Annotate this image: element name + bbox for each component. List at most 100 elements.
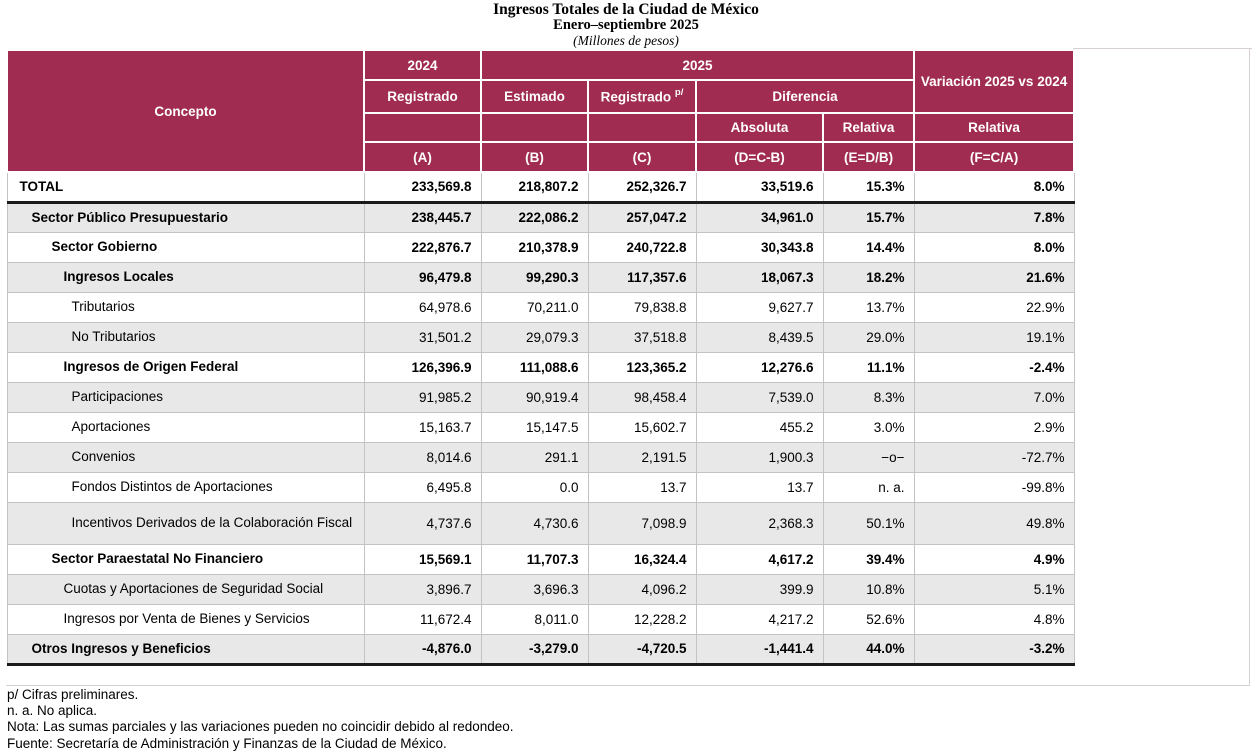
cell-a: 126,396.9: [363, 351, 482, 383]
cell-e: 15.3%: [822, 171, 915, 204]
cell-c: 37,518.8: [587, 321, 697, 353]
cell-c: 16,324.4: [587, 543, 697, 575]
table-row: Sector Paraestatal No Financiero 15,569.1…: [6, 543, 1075, 575]
cell-a: 238,445.7: [363, 201, 482, 233]
header-registrado-2025: Registrado p/: [587, 79, 697, 114]
cell-f: 4.8%: [913, 603, 1075, 635]
table-row: Sector Gobierno 222,876.7 210,378.9 240,722…: [6, 231, 1075, 263]
cell-e: n. a.: [822, 471, 915, 503]
cell-b: 8,011.0: [480, 603, 589, 635]
header-blank-b: [480, 112, 589, 143]
table-row: Ingresos de Origen Federal 126,396.9 111,0…: [6, 351, 1075, 383]
row-concepto: Ingresos por Venta de Bienes y Servicios: [6, 603, 365, 635]
header-col-a: (A): [363, 141, 482, 173]
header-estimado: Estimado: [480, 79, 589, 114]
cell-f: 19.1%: [913, 321, 1075, 353]
header-col-b: (B): [480, 141, 589, 173]
cell-c: 15,602.7: [587, 411, 697, 443]
cell-f: 2.9%: [913, 411, 1075, 443]
table-row: Sector Público Presupuestario 238,445.7 22…: [6, 201, 1075, 233]
row-concepto: Convenios: [6, 441, 365, 473]
header-col-e: (E=D/B): [821, 141, 916, 173]
cell-a: 8,014.6: [363, 441, 482, 473]
table-row: Otros Ingresos y Beneficios -4,876.0 -3,27…: [6, 633, 1075, 666]
header-col-f: (F=C/A): [913, 141, 1076, 173]
cell-e: 18.2%: [822, 261, 915, 293]
cell-e: 44.0%: [822, 633, 915, 666]
cell-d: 18,067.3: [695, 261, 824, 293]
cell-b: 0.0: [480, 471, 589, 503]
cell-f: 4.9%: [913, 543, 1075, 575]
cell-d: 30,343.8: [695, 231, 824, 263]
cell-f: 49.8%: [913, 501, 1075, 545]
row-concepto: Fondos Distintos de Aportaciones: [6, 471, 365, 503]
cell-b: 15,147.5: [480, 411, 589, 443]
cell-e: 10.8%: [822, 573, 915, 605]
table-header: Concepto 2024 2025 Variación 2025 vs 202…: [6, 49, 1076, 173]
table-row: No Tributarios 31,501.2 29,079.3 37,518.8 8,…: [6, 321, 1075, 353]
grid-line-bottom: [6, 685, 1250, 686]
cell-d: 34,961.0: [695, 201, 824, 233]
row-concepto: Aportaciones: [6, 411, 365, 443]
header-variacion: Variación 2025 vs 2024: [913, 49, 1076, 114]
cell-c: 257,047.2: [587, 201, 697, 233]
cell-a: 11,672.4: [363, 603, 482, 635]
cell-b: 111,088.6: [480, 351, 589, 383]
cell-b: 11,707.3: [480, 543, 589, 575]
row-concepto: Ingresos de Origen Federal: [6, 351, 365, 383]
cell-f: 7.8%: [913, 201, 1075, 233]
table-row: Fondos Distintos de Aportaciones 6,495.8 0…: [6, 471, 1075, 503]
cell-f: -72.7%: [913, 441, 1075, 473]
cell-a: 4,737.6: [363, 501, 482, 545]
cell-a: 15,163.7: [363, 411, 482, 443]
cell-a: 222,876.7: [363, 231, 482, 263]
cell-d: 1,900.3: [695, 441, 824, 473]
row-concepto: Ingresos Locales: [6, 261, 365, 293]
footnote: Nota: Las sumas parciales y las variacio…: [7, 719, 514, 735]
cell-c: 4,096.2: [587, 573, 697, 605]
row-concepto: Otros Ingresos y Beneficios: [6, 633, 365, 666]
grid-line-right: [1249, 48, 1250, 686]
cell-d: -1,441.4: [695, 633, 824, 666]
cell-d: 33,519.6: [695, 171, 824, 204]
cell-b: 291.1: [480, 441, 589, 473]
cell-b: 4,730.6: [480, 501, 589, 545]
cell-d: 399.9: [695, 573, 824, 605]
table-body: TOTAL 233,569.8 218,807.2 252,326.7 33,519.6…: [6, 171, 1075, 666]
cell-d: 4,217.2: [695, 603, 824, 635]
row-concepto: No Tributarios: [6, 321, 365, 353]
row-concepto: Incentivos Derivados de la Colaboración …: [6, 501, 365, 545]
cell-d: 455.2: [695, 411, 824, 443]
header-diferencia: Diferencia: [694, 79, 916, 114]
cell-e: −o−: [822, 441, 915, 473]
cell-e: 52.6%: [822, 603, 915, 635]
cell-c: 7,098.9: [587, 501, 697, 545]
header-blank-a: [363, 112, 482, 143]
header-relativa-f: Relativa: [913, 112, 1076, 143]
footnote: p/ Cifras preliminares.: [7, 687, 139, 702]
table-row: Ingresos por Venta de Bienes y Servicios…: [6, 603, 1075, 635]
cell-c: 13.7: [587, 471, 697, 503]
cell-c: 2,191.5: [587, 441, 697, 473]
cell-e: 8.3%: [822, 381, 915, 413]
cell-a: 91,985.2: [363, 381, 482, 413]
cell-b: 70,211.0: [480, 291, 589, 323]
cell-d: 7,539.0: [695, 381, 824, 413]
cell-e: 14.4%: [822, 231, 915, 263]
cell-f: 21.6%: [913, 261, 1075, 293]
cell-c: 123,365.2: [587, 351, 697, 383]
cell-d: 2,368.3: [695, 501, 824, 545]
cell-c: 117,357.6: [587, 261, 697, 293]
cell-e: 39.4%: [822, 543, 915, 575]
cell-a: 31,501.2: [363, 321, 482, 353]
report-title: Ingresos Totales de la Ciudad de México: [493, 1, 759, 18]
cell-b: -3,279.0: [480, 633, 589, 666]
grid-line-top-right: [1073, 48, 1252, 49]
footnote: Fuente: Secretaría de Administración y F…: [7, 735, 447, 751]
row-concepto: Participaciones: [6, 381, 365, 413]
cell-a: -4,876.0: [363, 633, 482, 666]
cell-c: 12,228.2: [587, 603, 697, 635]
cell-c: 79,838.8: [587, 291, 697, 323]
cell-f: 5.1%: [913, 573, 1075, 605]
cell-a: 64,978.6: [363, 291, 482, 323]
